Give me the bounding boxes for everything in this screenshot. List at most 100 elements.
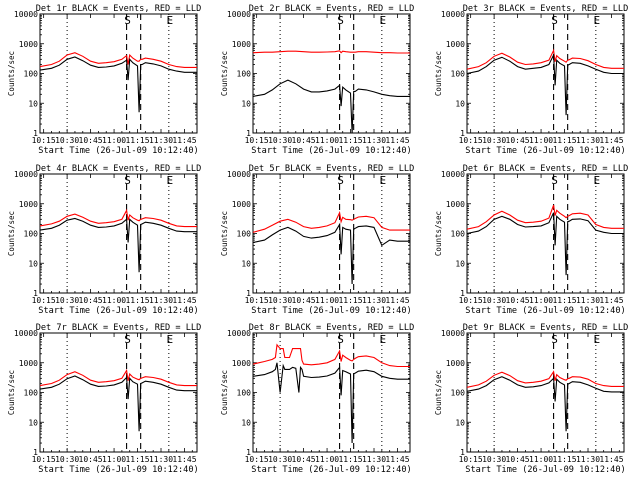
plot-frame — [39, 173, 198, 294]
series-line-events — [252, 362, 410, 444]
x-tick-label: 11:15 — [552, 136, 576, 145]
marker-label: S — [337, 174, 344, 187]
x-tick-label: 11:15 — [125, 136, 149, 145]
x-tick-label: 11:00 — [315, 455, 339, 464]
x-axis-label: Start Time (26-Jul-09 10:12:40) — [38, 146, 198, 156]
marker-label: S — [337, 333, 344, 346]
panel-6: Det 6r BLACK = Events, RED = LLD 1 10 100 10… — [434, 164, 628, 316]
x-tick-label: 10:45 — [292, 296, 316, 305]
y-tick-label: 1 — [33, 129, 38, 138]
y-tick-label: 10 — [28, 99, 38, 108]
x-tick-label: 11:15 — [125, 296, 149, 305]
marker-label: S — [124, 14, 131, 27]
x-tick-label: 11:15 — [552, 296, 576, 305]
y-tick-label: 1000 — [446, 359, 465, 368]
panel-title: Det 4r BLACK = Events, RED = LLD — [36, 164, 202, 174]
x-axis-label: Start Time (26-Jul-09 10:12:40) — [465, 146, 625, 156]
marker-label: E — [594, 333, 601, 346]
series-line-lld — [252, 50, 410, 54]
y-tick-label: 100 — [24, 389, 39, 398]
x-tick-label: 10:30 — [482, 296, 506, 305]
panel-1: Det 1r BLACK = Events, RED = LLD 1 10 100 10… — [7, 4, 201, 156]
marker-label: S — [124, 174, 131, 187]
x-tick-label: 10:15 — [32, 136, 56, 145]
panel-title: Det 9r BLACK = Events, RED = LLD — [463, 323, 629, 333]
x-tick-label: 11:00 — [529, 136, 553, 145]
y-axis-label: Counts/sec — [434, 370, 443, 415]
x-tick-label: 11:00 — [102, 136, 126, 145]
x-tick-label: 11:45 — [172, 136, 196, 145]
y-tick-label: 1 — [460, 129, 465, 138]
y-tick-label: 1000 — [232, 359, 251, 368]
y-axis-label: Counts/sec — [220, 370, 229, 415]
y-tick-label: 10 — [241, 418, 251, 427]
y-tick-label: 10 — [455, 99, 465, 108]
marker-label: E — [167, 174, 174, 187]
y-tick-label: 100 — [237, 70, 252, 79]
x-tick-label: 10:45 — [506, 455, 530, 464]
series-line-events — [39, 217, 197, 273]
y-tick-label: 1 — [460, 448, 465, 457]
y-tick-label: 1000 — [19, 359, 38, 368]
x-tick-label: 11:45 — [385, 455, 409, 464]
series-line-events — [466, 376, 624, 432]
series-line-events — [39, 375, 197, 432]
x-tick-label: 11:30 — [149, 296, 173, 305]
series-line-lld — [466, 370, 624, 388]
panel-title: Det 8r BLACK = Events, RED = LLD — [249, 323, 415, 333]
x-tick-label: 11:00 — [529, 296, 553, 305]
y-axis-label: Counts/sec — [7, 211, 16, 256]
x-tick-label: 11:15 — [338, 136, 362, 145]
panel-7: Det 7r BLACK = Events, RED = LLD 1 10 100 10… — [7, 323, 201, 475]
x-tick-label: 10:15 — [459, 455, 483, 464]
y-tick-label: 10000 — [441, 329, 465, 338]
plot-frame — [466, 173, 625, 294]
marker-label: E — [594, 14, 601, 27]
panel-title: Det 3r BLACK = Events, RED = LLD — [463, 4, 629, 14]
y-tick-label: 1000 — [446, 200, 465, 209]
plot-frame — [39, 13, 198, 134]
marker-label: E — [167, 333, 174, 346]
panel-title: Det 1r BLACK = Events, RED = LLD — [36, 4, 202, 14]
y-tick-label: 1000 — [232, 200, 251, 209]
x-tick-label: 10:30 — [268, 455, 292, 464]
plot-frame — [466, 13, 625, 134]
series-line-lld — [39, 52, 197, 68]
panel-title: Det 6r BLACK = Events, RED = LLD — [463, 164, 629, 174]
x-tick-label: 11:15 — [338, 455, 362, 464]
y-tick-label: 1 — [246, 289, 251, 298]
x-tick-label: 10:45 — [506, 296, 530, 305]
x-tick-label: 10:30 — [482, 136, 506, 145]
x-tick-label: 10:15 — [459, 136, 483, 145]
marker-label: S — [551, 14, 558, 27]
x-tick-label: 11:45 — [172, 455, 196, 464]
y-tick-label: 100 — [451, 70, 466, 79]
y-tick-label: 1 — [460, 289, 465, 298]
x-axis-label: Start Time (26-Jul-09 10:12:40) — [251, 306, 411, 316]
y-tick-label: 10 — [28, 259, 38, 268]
marker-label: E — [594, 174, 601, 187]
x-tick-label: 10:15 — [245, 136, 269, 145]
x-tick-label: 11:30 — [149, 136, 173, 145]
x-tick-label: 10:45 — [79, 136, 103, 145]
x-tick-label: 11:00 — [315, 296, 339, 305]
x-tick-label: 11:15 — [552, 455, 576, 464]
x-tick-label: 11:45 — [599, 136, 623, 145]
y-tick-label: 100 — [24, 70, 39, 79]
x-tick-label: 11:45 — [385, 136, 409, 145]
x-tick-label: 11:30 — [362, 455, 386, 464]
y-tick-label: 100 — [237, 230, 252, 239]
y-tick-label: 1000 — [232, 40, 251, 49]
series-line-events — [39, 56, 197, 113]
y-tick-label: 10 — [241, 99, 251, 108]
marker-label: E — [380, 333, 387, 346]
x-tick-label: 11:30 — [576, 296, 600, 305]
panel-9: Det 9r BLACK = Events, RED = LLD 1 10 100 10… — [434, 323, 628, 475]
y-tick-label: 1000 — [19, 40, 38, 49]
panel-8: Det 8r BLACK = Events, RED = LLD 1 10 100 10… — [220, 323, 414, 475]
x-tick-label: 10:30 — [55, 296, 79, 305]
y-tick-label: 100 — [237, 389, 252, 398]
x-tick-label: 11:00 — [102, 455, 126, 464]
x-tick-label: 11:15 — [338, 296, 362, 305]
